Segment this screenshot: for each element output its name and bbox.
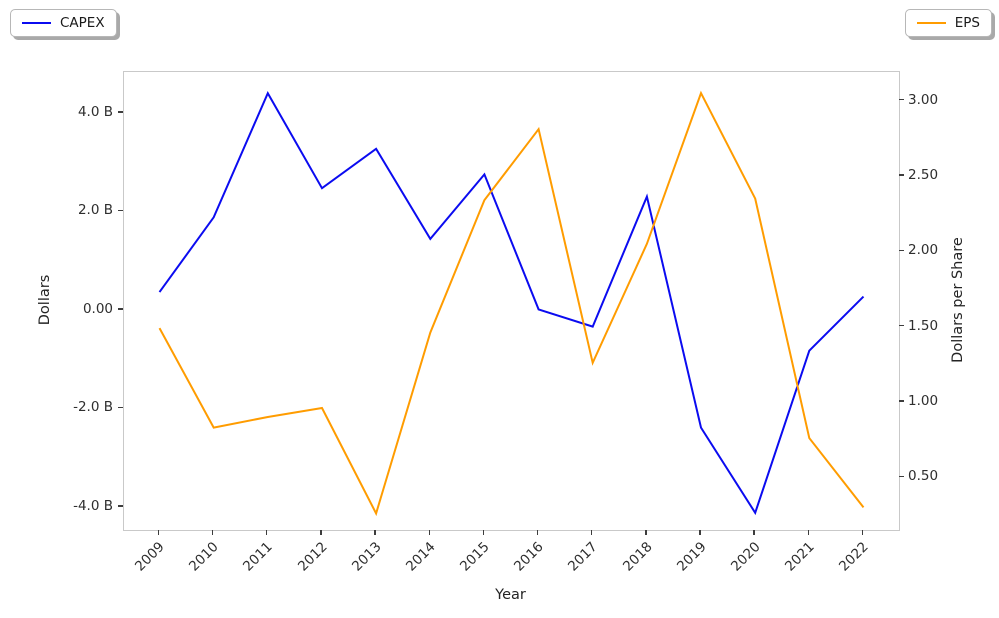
y-axis-label-left-text: Dollars bbox=[37, 274, 53, 326]
x-tick-label-text: 2017 bbox=[565, 539, 602, 575]
x-tick-label-text: 2021 bbox=[782, 539, 818, 575]
eps-line-sample bbox=[916, 22, 946, 24]
y-tick-label-left: 4.0 B bbox=[77, 103, 113, 120]
legend-capex: CAPEX bbox=[10, 9, 117, 37]
y-tick-label-right: 2.00 bbox=[908, 242, 939, 259]
x-tick-label-text: 2013 bbox=[348, 539, 385, 575]
y-tick-mark-right bbox=[899, 475, 905, 477]
y-tick-label-right: 1.00 bbox=[908, 392, 939, 409]
eps-line bbox=[158, 90, 865, 517]
x-tick-label-text: 2015 bbox=[457, 539, 493, 575]
x-tick-mark bbox=[482, 530, 485, 536]
x-axis-label-text: Year bbox=[495, 587, 526, 603]
x-tick-label-text: 2018 bbox=[619, 539, 656, 575]
y-tick-mark-left bbox=[118, 111, 123, 113]
capex-legend-label: CAPEX bbox=[60, 15, 105, 31]
capex-line bbox=[158, 90, 865, 516]
capex-line-sample bbox=[22, 22, 51, 24]
y-tick-mark-right bbox=[899, 174, 905, 176]
y-tick-label-left: -4.0 B bbox=[73, 497, 113, 514]
y-axis-label-right-text: Dollars per Share bbox=[950, 237, 966, 363]
x-tick-mark bbox=[428, 530, 430, 536]
x-tick-mark bbox=[753, 530, 755, 536]
x-axis-label: Year bbox=[123, 587, 898, 603]
y-tick-mark-left bbox=[118, 209, 123, 212]
x-tick-mark bbox=[157, 530, 160, 536]
x-tick-label-text: 2022 bbox=[836, 539, 872, 575]
x-tick-label-text: 2009 bbox=[132, 539, 168, 575]
chart-canvas bbox=[158, 90, 865, 517]
x-tick-label-text: 2012 bbox=[294, 539, 331, 575]
legend-eps: EPS bbox=[904, 9, 992, 37]
y-tick-mark-right bbox=[899, 98, 905, 101]
x-tick-mark bbox=[861, 530, 864, 536]
y-tick-label-right: 3.00 bbox=[908, 91, 939, 108]
y-tick-label-left: 0.00 bbox=[82, 300, 113, 317]
x-tick-label-text: 2019 bbox=[673, 539, 710, 575]
x-tick-mark bbox=[807, 530, 810, 536]
x-tick-mark bbox=[591, 530, 593, 536]
y-tick-label-right: 2.50 bbox=[908, 166, 939, 183]
x-tick-mark bbox=[536, 530, 539, 536]
plot-area bbox=[123, 71, 900, 531]
x-tick-mark bbox=[645, 530, 647, 536]
x-tick-label-text: 2014 bbox=[402, 539, 439, 575]
y-tick-mark-right bbox=[899, 400, 905, 402]
y-tick-mark-left bbox=[118, 406, 123, 409]
x-tick-label-text: 2020 bbox=[727, 539, 764, 575]
y-tick-mark-right bbox=[899, 249, 905, 251]
y-tick-label-left: -2.0 B bbox=[73, 399, 113, 416]
y-tick-label-right: 0.50 bbox=[908, 468, 939, 485]
y-tick-label-right: 1.50 bbox=[908, 317, 939, 334]
x-tick-label-text: 2010 bbox=[186, 539, 222, 575]
x-tick-mark bbox=[266, 530, 268, 536]
y-tick-mark-right bbox=[899, 324, 905, 327]
x-tick-label-text: 2011 bbox=[240, 539, 277, 575]
x-tick-mark bbox=[374, 530, 376, 536]
y-tick-label-left: 2.0 B bbox=[77, 202, 113, 219]
y-tick-mark-left bbox=[118, 505, 123, 507]
y-tick-mark-left bbox=[118, 308, 123, 310]
x-tick-mark bbox=[699, 530, 701, 536]
x-tick-mark bbox=[320, 530, 322, 536]
x-tick-mark bbox=[211, 530, 214, 536]
eps-legend-label: EPS bbox=[954, 15, 980, 31]
x-tick-label-text: 2016 bbox=[511, 539, 547, 575]
